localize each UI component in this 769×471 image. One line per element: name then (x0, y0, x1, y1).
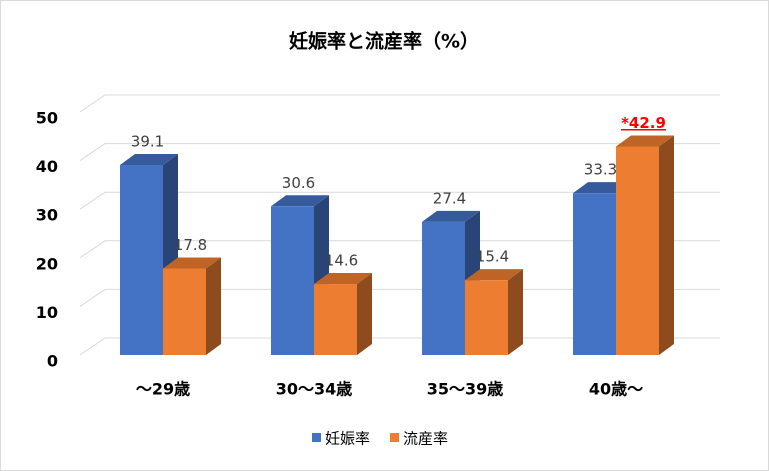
y-tick-label: 30 (36, 206, 58, 225)
chart-title: 妊娠率と流産率（%） (289, 30, 479, 53)
bar-top (465, 269, 523, 281)
x-tick-label: 40歳～ (589, 380, 643, 399)
y-tick-label: 10 (36, 303, 58, 322)
y-tick-label: 0 (47, 352, 58, 371)
bar-side (206, 257, 221, 355)
value-label: 17.8 (174, 236, 207, 254)
grid-line (79, 94, 720, 113)
bar (314, 284, 357, 355)
y-tick-label: 20 (36, 254, 58, 273)
x-tick-label: 30～34歳 (276, 380, 353, 399)
bar-side (357, 273, 372, 355)
bar-top (422, 210, 480, 222)
bar-top (120, 153, 178, 165)
y-tick-label: 40 (36, 157, 58, 176)
value-label: 15.4 (476, 248, 509, 266)
bar-top (271, 195, 329, 207)
bar (573, 193, 616, 355)
bar-side (508, 269, 523, 355)
bar (120, 164, 163, 355)
value-label: 30.6 (282, 174, 315, 192)
value-label: *42.9 (621, 114, 666, 132)
grid-line (79, 240, 720, 259)
bar-side (659, 135, 674, 355)
bar (163, 268, 206, 355)
bar (616, 146, 659, 355)
legend-swatch (312, 433, 321, 442)
value-label: 14.6 (325, 252, 358, 270)
x-tick-label: ～29歳 (136, 380, 190, 399)
grid-line (79, 143, 720, 162)
bar (422, 221, 465, 355)
legend-label: 妊娠率 (325, 430, 370, 448)
grid-line (79, 191, 720, 210)
value-label: 39.1 (131, 132, 164, 150)
legend-swatch (390, 433, 400, 442)
bar-top (616, 135, 674, 147)
bar (271, 206, 314, 355)
x-tick-label: 35～39歳 (427, 380, 504, 399)
legend-label: 流産率 (403, 430, 448, 448)
value-label: 33.3 (584, 161, 617, 179)
bar (465, 280, 508, 355)
y-tick-label: 50 (36, 109, 58, 128)
bar-top (163, 257, 221, 269)
value-label: 27.4 (433, 189, 466, 207)
bar-top (314, 273, 372, 285)
